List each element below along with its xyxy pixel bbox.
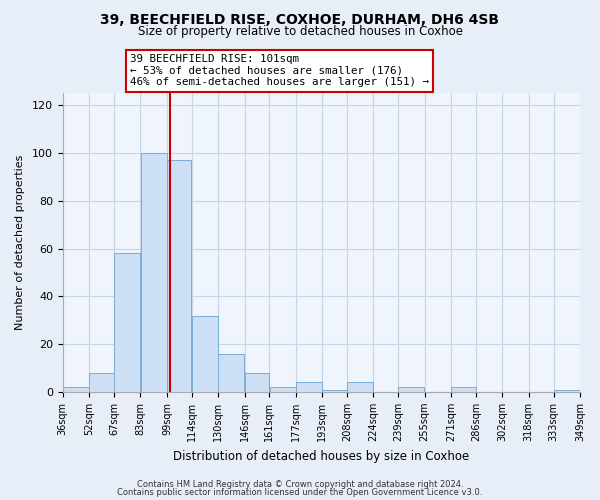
- Bar: [245, 373, 269, 392]
- Bar: [114, 254, 140, 392]
- Bar: [218, 354, 244, 392]
- Bar: [398, 387, 424, 392]
- Text: Contains public sector information licensed under the Open Government Licence v3: Contains public sector information licen…: [118, 488, 482, 497]
- Text: 39, BEECHFIELD RISE, COXHOE, DURHAM, DH6 4SB: 39, BEECHFIELD RISE, COXHOE, DURHAM, DH6…: [101, 12, 499, 26]
- Bar: [269, 387, 296, 392]
- X-axis label: Distribution of detached houses by size in Coxhoe: Distribution of detached houses by size …: [173, 450, 470, 462]
- Bar: [347, 382, 373, 392]
- Bar: [554, 390, 580, 392]
- Bar: [63, 387, 89, 392]
- Bar: [89, 373, 114, 392]
- Text: 39 BEECHFIELD RISE: 101sqm
← 53% of detached houses are smaller (176)
46% of sem: 39 BEECHFIELD RISE: 101sqm ← 53% of deta…: [130, 54, 429, 88]
- Bar: [192, 316, 218, 392]
- Y-axis label: Number of detached properties: Number of detached properties: [15, 155, 25, 330]
- Bar: [167, 160, 191, 392]
- Text: Size of property relative to detached houses in Coxhoe: Size of property relative to detached ho…: [137, 25, 463, 38]
- Bar: [141, 153, 167, 392]
- Bar: [322, 390, 347, 392]
- Text: Contains HM Land Registry data © Crown copyright and database right 2024.: Contains HM Land Registry data © Crown c…: [137, 480, 463, 489]
- Bar: [296, 382, 322, 392]
- Bar: [451, 387, 476, 392]
